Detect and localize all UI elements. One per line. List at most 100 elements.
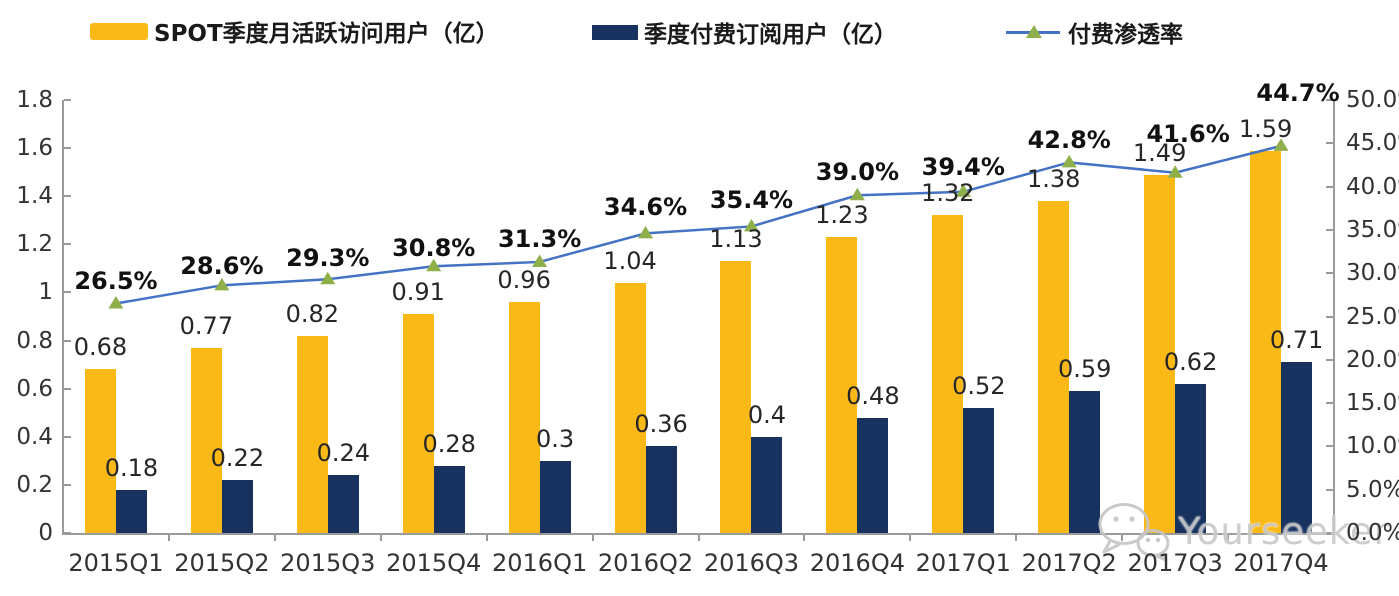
bar-value-label-mau: 0.68 xyxy=(73,333,128,362)
y-axis-left-tick xyxy=(64,291,71,294)
bar-mau xyxy=(190,347,222,533)
y-axis-right-tick xyxy=(1326,315,1333,318)
right-axis-tick-label: 15.0% xyxy=(1346,390,1399,417)
legend-line-marker-icon xyxy=(1006,24,1060,41)
x-axis-category-label: 2016Q4 xyxy=(809,549,905,577)
bar-value-label-mau: 1.13 xyxy=(709,225,763,254)
penetration-pct-label: 39.4% xyxy=(921,153,1005,181)
right-axis-tick-label: 45.0% xyxy=(1346,130,1399,157)
bar-value-label-mau: 1.32 xyxy=(921,179,975,208)
right-axis-tick-label: 20.0% xyxy=(1346,346,1399,373)
bar-subs xyxy=(327,475,359,533)
y-axis-left xyxy=(62,100,64,535)
bar-value-label-mau: 0.82 xyxy=(285,299,339,328)
penetration-pct-label: 35.4% xyxy=(709,186,794,214)
bar-value-label-subs: 0.4 xyxy=(747,400,787,429)
y-axis-right-tick xyxy=(1326,532,1333,534)
legend-label-subs: 季度付费订阅用户（亿） xyxy=(644,22,897,48)
penetration-pct-label: 42.8% xyxy=(1027,126,1111,154)
bar-value-label-mau: 1.04 xyxy=(603,246,657,275)
penetration-pct-label: 26.5% xyxy=(74,267,158,295)
x-axis-category-label: 2016Q1 xyxy=(491,549,588,577)
penetration-pct-label: 31.3% xyxy=(497,225,582,253)
bar-mau xyxy=(296,335,328,533)
bar-value-label-subs: 0.24 xyxy=(316,439,370,468)
bar-subs xyxy=(857,417,889,533)
legend-label-mau: SPOT季度月活跃访问用户（亿） xyxy=(154,21,499,47)
x-axis-tick xyxy=(1227,533,1230,541)
x-axis-category-label: 2015Q4 xyxy=(386,549,482,577)
x-axis-tick xyxy=(273,533,276,541)
y-axis-right-tick xyxy=(1326,272,1333,275)
left-axis-tick-label: 0.6 xyxy=(16,375,53,402)
penetration-pct-label: 30.8% xyxy=(392,234,476,262)
bar-value-label-subs: 0.59 xyxy=(1057,355,1112,384)
legend-swatch-mau-icon xyxy=(90,22,148,40)
bar-mau xyxy=(614,282,646,533)
x-axis-tick xyxy=(167,533,170,541)
left-axis-tick-label: 0 xyxy=(38,520,53,546)
penetration-pct-label: 44.7% xyxy=(1256,79,1340,107)
y-axis-right-tick xyxy=(1326,445,1333,448)
bar-mau xyxy=(720,261,752,533)
watermark: Yourseeker xyxy=(1096,501,1390,561)
x-axis-tick xyxy=(697,533,700,541)
y-axis-left-tick xyxy=(64,435,71,438)
y-axis-left-tick xyxy=(64,243,71,246)
x-axis-category-label: 2016Q3 xyxy=(703,549,800,577)
left-axis-tick-label: 0.4 xyxy=(16,423,53,450)
bar-subs xyxy=(115,489,147,533)
x-axis-tick xyxy=(803,533,806,541)
penetration-pct-label: 34.6% xyxy=(603,193,688,221)
y-axis-left-tick xyxy=(64,339,71,342)
bar-value-label-mau: 1.38 xyxy=(1026,165,1081,194)
bar-subs xyxy=(221,480,253,533)
x-axis-tick xyxy=(591,533,594,541)
right-axis-tick-label: 35.0% xyxy=(1346,216,1399,243)
bar-subs xyxy=(1281,362,1313,533)
bar-value-label-subs: 0.22 xyxy=(210,444,265,473)
bar-value-label-subs: 0.71 xyxy=(1269,326,1324,355)
legend-item-subs: 季度付费订阅用户（亿） xyxy=(592,18,897,48)
legend-item-penetration: 付费渗透率 xyxy=(1006,18,1183,48)
x-axis-category-label: 2015Q2 xyxy=(174,549,270,577)
x-axis-tick xyxy=(1015,533,1018,541)
y-axis-right-tick xyxy=(1326,99,1333,101)
left-axis-tick-label: 1.4 xyxy=(16,183,53,210)
bar-value-label-mau: 0.96 xyxy=(497,266,551,295)
left-axis-tick-label: 0.2 xyxy=(16,471,53,498)
left-axis-tick-label: 1.2 xyxy=(16,231,53,258)
y-axis-right-tick xyxy=(1326,228,1333,231)
right-axis-tick-label: 30.0% xyxy=(1346,260,1399,287)
bar-value-label-subs: 0.28 xyxy=(422,429,476,458)
right-axis-tick-label: 50.0% xyxy=(1346,87,1399,113)
right-axis-tick-label: 25.0% xyxy=(1346,303,1399,330)
x-axis-category-label: 2015Q1 xyxy=(68,549,164,577)
bar-subs xyxy=(1069,391,1101,533)
bar-mau xyxy=(84,369,116,533)
bar-subs xyxy=(645,446,677,533)
y-axis-right-tick xyxy=(1326,402,1333,405)
right-axis-tick-label: 10.0% xyxy=(1346,433,1399,460)
y-axis-right xyxy=(1333,100,1335,535)
bar-subs xyxy=(433,465,465,533)
bar-value-label-mau: 0.77 xyxy=(179,311,234,340)
bar-subs xyxy=(1175,383,1207,533)
bar-value-label-mau: 1.23 xyxy=(815,201,869,230)
y-axis-right-tick xyxy=(1326,488,1333,491)
y-axis-left-tick xyxy=(64,483,71,486)
y-axis-right-tick xyxy=(1326,358,1333,361)
bar-value-label-mau: 0.91 xyxy=(391,278,445,307)
right-axis-tick-label: 0.0% xyxy=(1346,520,1399,546)
bar-mau xyxy=(402,314,434,533)
x-axis-category-label: 2017Q2 xyxy=(1021,549,1117,577)
bar-value-label-subs: 0.3 xyxy=(536,424,575,453)
right-axis-tick-label: 40.0% xyxy=(1346,173,1399,200)
bar-subs xyxy=(751,436,783,533)
left-axis-tick-label: 0.8 xyxy=(16,327,53,354)
wechat-icon xyxy=(1098,503,1170,561)
bar-subs xyxy=(539,460,571,533)
y-axis-left-tick xyxy=(64,532,71,534)
bar-value-label-subs: 0.36 xyxy=(634,410,688,439)
